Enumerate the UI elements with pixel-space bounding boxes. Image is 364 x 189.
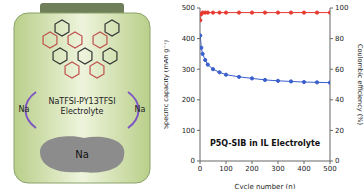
- svg-text:NaTFSI-PY13TFSI: NaTFSI-PY13TFSI: [48, 97, 115, 106]
- svg-text:400: 400: [182, 35, 195, 43]
- svg-text:Cycle number (n): Cycle number (n): [235, 183, 296, 189]
- svg-text:500: 500: [323, 165, 336, 173]
- svg-text:Na: Na: [135, 105, 146, 114]
- svg-text:100: 100: [219, 165, 232, 173]
- svg-text:300: 300: [271, 165, 284, 173]
- svg-text:80: 80: [335, 35, 344, 43]
- svg-text:100: 100: [335, 4, 348, 12]
- svg-text:0: 0: [198, 165, 202, 173]
- svg-text:300: 300: [182, 66, 195, 74]
- svg-text:100: 100: [182, 127, 195, 135]
- svg-text:Na: Na: [19, 105, 30, 114]
- svg-text:20: 20: [335, 127, 344, 135]
- svg-text:500: 500: [182, 4, 195, 12]
- svg-text:Electrolyte: Electrolyte: [61, 107, 104, 116]
- svg-text:Coulombic efficiency (%): Coulombic efficiency (%): [356, 44, 357, 125]
- svg-text:Specific capacity (mAh g⁻¹): Specific capacity (mAh g⁻¹): [164, 40, 170, 129]
- svg-text:60: 60: [335, 66, 344, 74]
- svg-text:0: 0: [191, 157, 195, 165]
- svg-text:200: 200: [182, 96, 195, 104]
- svg-text:Na: Na: [75, 149, 89, 160]
- svg-text:400: 400: [297, 165, 310, 173]
- svg-text:40: 40: [335, 96, 344, 104]
- svg-text:0: 0: [335, 157, 339, 165]
- svg-text:200: 200: [245, 165, 258, 173]
- html-text:P5Q-SIB in IL Electrolyte: P5Q-SIB in IL Electrolyte: [209, 139, 321, 148]
